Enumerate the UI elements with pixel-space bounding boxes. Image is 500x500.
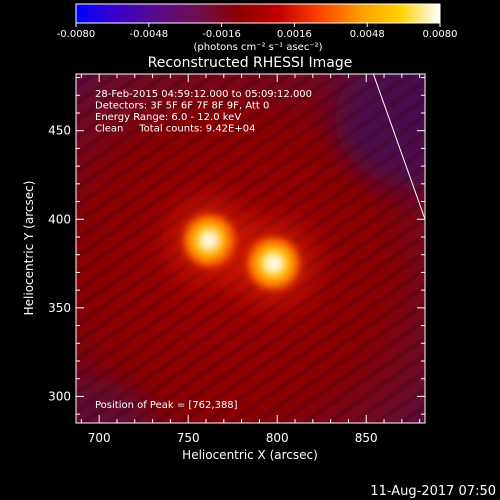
colorbar-ticks: -0.0080 -0.0048 -0.0016 0.0016 0.0048 0.0080 bbox=[57, 23, 458, 40]
y-axis-label: Heliocentric Y (arcsec) bbox=[22, 181, 36, 316]
solar-limb-line bbox=[372, 74, 425, 220]
colorbar: -0.0080 -0.0048 -0.0016 0.0016 0.0048 0.0080 … bbox=[57, 3, 458, 53]
x-tick-label: 750 bbox=[177, 431, 200, 445]
x-tick-label: 850 bbox=[355, 431, 378, 445]
info-line: Clean Total counts: 9.42E+04 bbox=[95, 124, 255, 135]
colorbar-tick-label: 0.0048 bbox=[350, 29, 385, 40]
colorbar-tick-label: -0.0016 bbox=[202, 29, 241, 40]
x-tick-label: 800 bbox=[266, 431, 289, 445]
colorbar-tick-label: 0.0016 bbox=[277, 29, 312, 40]
timestamp: 11-Aug-2017 07:50 bbox=[370, 484, 496, 499]
chart-title: Reconstructed RHESSI Image bbox=[148, 55, 353, 71]
flare-sources bbox=[165, 196, 318, 308]
peak-position-label: Position of Peak = [762,388] bbox=[95, 400, 238, 411]
info-line: 28-Feb-2015 04:59:12.000 to 05:09:12.000 bbox=[95, 89, 312, 100]
colorbar-strip bbox=[75, 3, 441, 24]
colorbar-tick-label: -0.0048 bbox=[129, 29, 168, 40]
plot-frame bbox=[75, 73, 426, 424]
x-axis-label: Heliocentric X (arcsec) bbox=[182, 448, 318, 462]
y-tick-label: 450 bbox=[48, 124, 71, 138]
info-line: Energy Range: 6.0 - 12.0 keV bbox=[95, 112, 241, 123]
flare-source bbox=[229, 219, 318, 308]
y-axis: 300 350 400 450 bbox=[48, 77, 425, 415]
image-area bbox=[76, 74, 425, 423]
y-tick-label: 350 bbox=[48, 301, 71, 315]
x-axis: 700 750 800 850 bbox=[80, 74, 421, 445]
colorbar-tick-label: -0.0080 bbox=[57, 29, 96, 40]
y-tick-label: 300 bbox=[48, 389, 71, 403]
y-tick-label: 400 bbox=[48, 212, 71, 226]
x-tick-label: 700 bbox=[88, 431, 111, 445]
colorbar-tick-label: 0.0080 bbox=[423, 29, 458, 40]
observation-info: 28-Feb-2015 04:59:12.000 to 05:09:12.000… bbox=[95, 89, 312, 135]
colorbar-unit-label: (photons cm⁻² s⁻¹ asec⁻²) bbox=[193, 42, 322, 53]
info-line: Detectors: 3F 5F 6F 7F 8F 9F, Att 0 bbox=[95, 101, 269, 112]
